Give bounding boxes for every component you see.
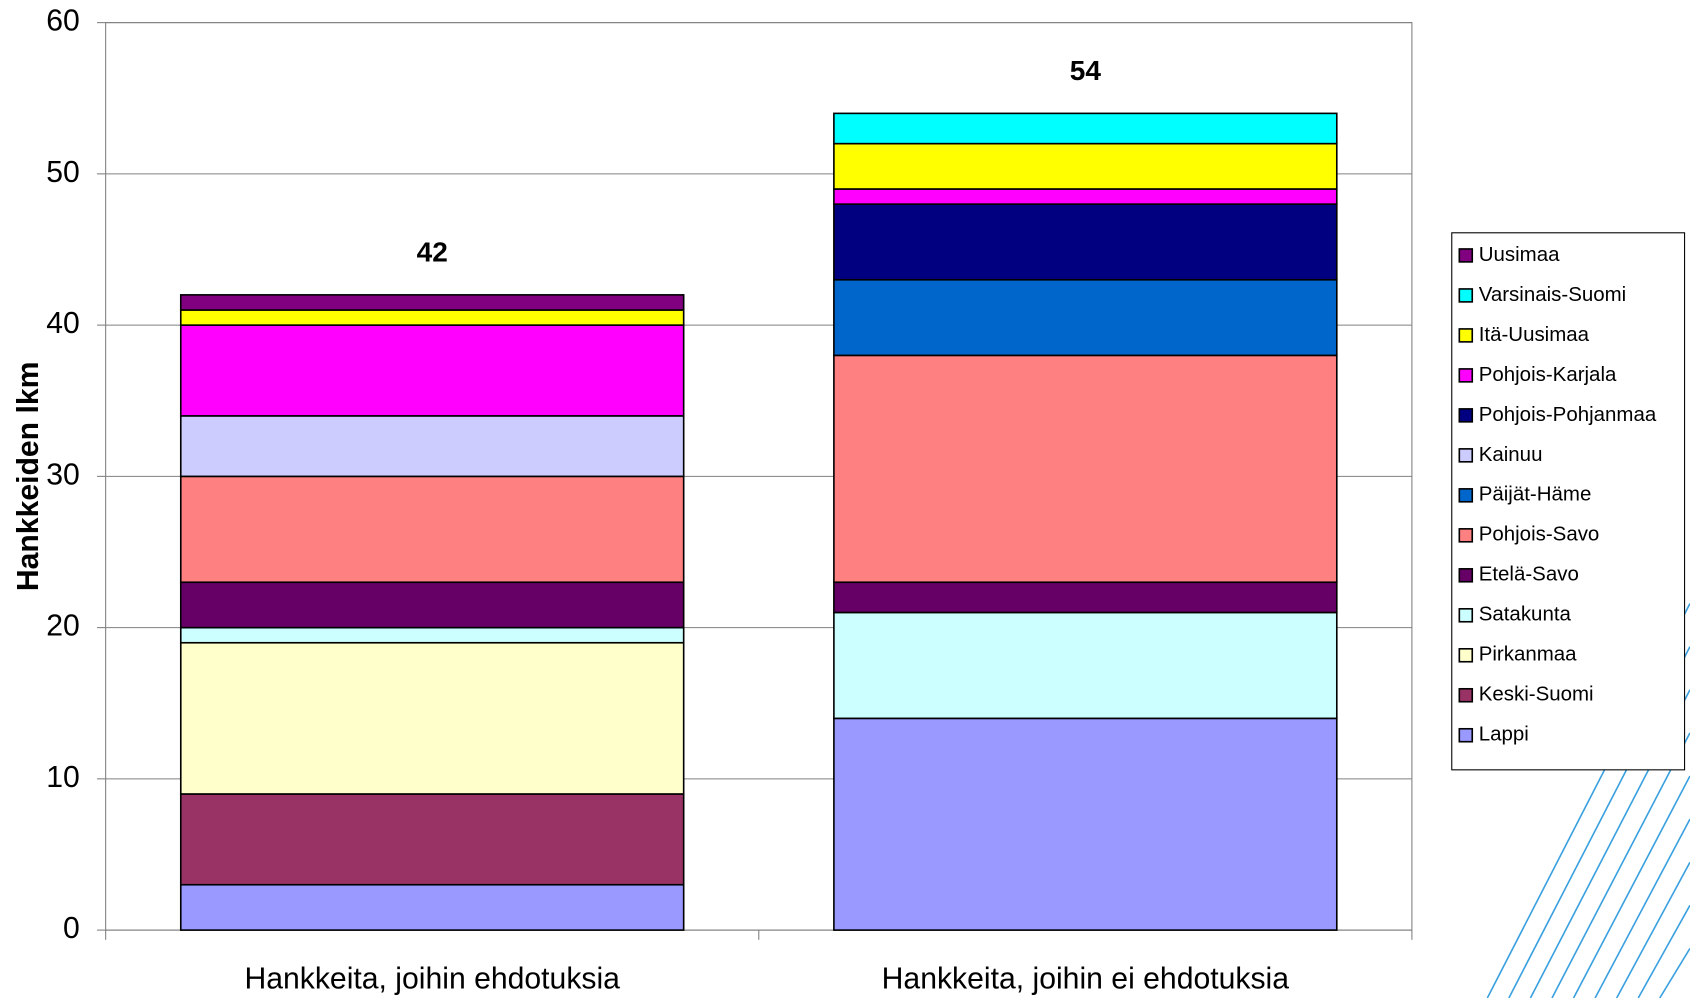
y-tick-label: 50 xyxy=(46,156,80,189)
bar-segment xyxy=(181,582,684,627)
legend-label: Kainuu xyxy=(1479,443,1543,466)
legend-swatch xyxy=(1459,369,1472,382)
total-label: 42 xyxy=(417,236,448,267)
legend-label: Pohjois-Karjala xyxy=(1479,363,1617,386)
legend-swatch xyxy=(1459,409,1472,422)
legend-swatch xyxy=(1459,689,1472,702)
bar-segment xyxy=(181,794,684,885)
x-tick-label: Hankkeita, joihin ei ehdotuksia xyxy=(882,963,1290,996)
legend-swatch xyxy=(1459,569,1472,582)
legend-swatch xyxy=(1459,489,1472,502)
bar-segment xyxy=(834,189,1337,204)
legend-label: Pirkanmaa xyxy=(1479,643,1577,666)
bar-segment xyxy=(181,325,684,416)
legend-swatch xyxy=(1459,529,1472,542)
y-tick-label: 30 xyxy=(46,458,80,491)
y-tick-label: 40 xyxy=(46,307,80,340)
bar-segment xyxy=(181,310,684,325)
chart: Hankkeiden lkm 0 10 20 30 40 50 60 42 Hankkeita,… xyxy=(0,0,1690,998)
legend-label: Itä-Uusimaa xyxy=(1479,323,1590,346)
bar-segment xyxy=(181,628,684,643)
bar-segment xyxy=(834,718,1337,930)
total-label: 54 xyxy=(1070,55,1102,86)
legend-label: Pohjois-Savo xyxy=(1479,523,1600,546)
legend-label: Keski-Suomi xyxy=(1479,683,1594,706)
legend-swatch xyxy=(1459,289,1472,302)
bar-segment xyxy=(181,295,684,310)
legend-label: Pohjois-Pohjanmaa xyxy=(1479,403,1657,426)
y-tick-label: 0 xyxy=(63,912,80,945)
y-axis-label: Hankkeiden lkm xyxy=(12,362,45,592)
y-tick-label: 60 xyxy=(46,5,80,38)
bar-segment xyxy=(181,416,684,476)
y-tick-label: 10 xyxy=(46,761,80,794)
legend-label: Etelä-Savo xyxy=(1479,563,1579,586)
bar-segment xyxy=(834,280,1337,356)
bar-segment xyxy=(834,355,1337,582)
bar-segment xyxy=(834,144,1337,189)
legend-swatch xyxy=(1459,609,1472,622)
bar-segment xyxy=(181,476,684,582)
legend-label: Lappi xyxy=(1479,723,1529,746)
legend-label: Varsinais-Suomi xyxy=(1479,283,1627,306)
legend-swatch xyxy=(1459,649,1472,662)
legend-swatch xyxy=(1459,729,1472,742)
bar-segment xyxy=(834,113,1337,143)
bar-segment xyxy=(181,885,684,930)
legend-label: Uusimaa xyxy=(1479,243,1560,266)
bar-segment xyxy=(181,643,684,794)
bar-segment xyxy=(834,612,1337,718)
legend-swatch xyxy=(1459,449,1472,462)
legend-label: Päijät-Häme xyxy=(1479,483,1592,506)
legend-label: Satakunta xyxy=(1479,603,1572,626)
bar-segment xyxy=(834,582,1337,612)
legend-swatch xyxy=(1459,249,1472,262)
legend-swatch xyxy=(1459,329,1472,342)
y-tick-label: 20 xyxy=(46,610,80,643)
x-tick-label: Hankkeita, joihin ehdotuksia xyxy=(244,963,620,996)
bar-segment xyxy=(834,204,1337,280)
